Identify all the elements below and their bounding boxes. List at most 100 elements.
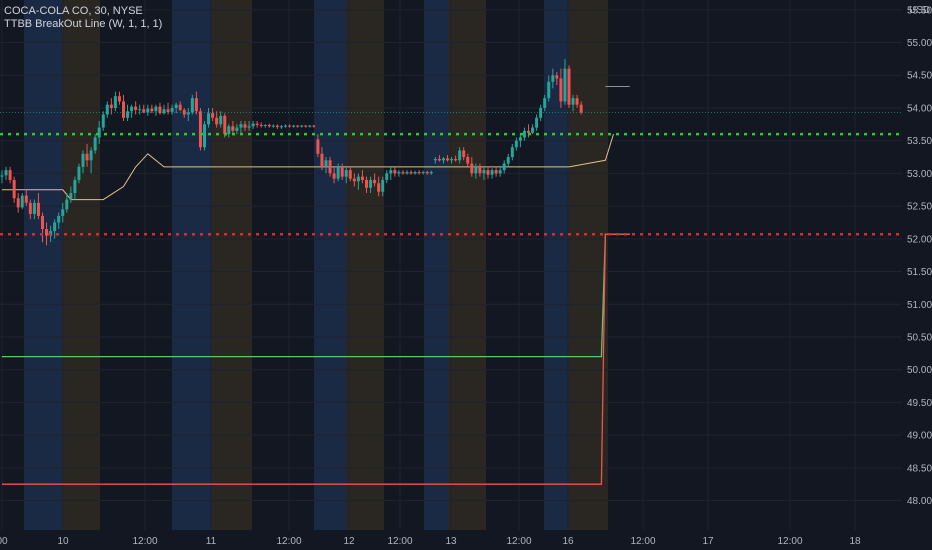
candle-body (109, 104, 113, 108)
candle-body (41, 215, 44, 230)
time-axis: 00 10 12:00 11 12:00 12 12:00 13 12:00 16 12:00 17 1… (0, 530, 932, 550)
candle-body (85, 153, 89, 161)
indicator-title: TTBB BreakOut Line (W, 1, 1, 1) (4, 18, 163, 30)
session-bands (24, 0, 608, 530)
candle-body (77, 166, 81, 180)
candle-body (134, 106, 138, 110)
candle-body (559, 78, 563, 102)
candle-body (186, 112, 190, 115)
candle-body (506, 157, 510, 164)
price-tick-label: 53.00 (907, 169, 932, 180)
candle-body (344, 170, 348, 177)
price-tick-label: 49.00 (907, 431, 932, 442)
candle-body (284, 125, 287, 127)
candle-body (32, 202, 36, 214)
candle-body (247, 126, 251, 128)
candle-body (101, 114, 105, 128)
candle-body (320, 153, 324, 167)
candle-body (502, 163, 506, 171)
candle-body (8, 170, 12, 180)
candle-body (267, 124, 271, 127)
candle-body (170, 107, 174, 112)
price-tick-label: 48.00 (907, 496, 932, 507)
candle-body (45, 229, 49, 236)
candle-body (271, 125, 275, 127)
candle-body (158, 106, 162, 114)
candle-body (413, 172, 417, 174)
session-band (172, 0, 212, 530)
candle-body (462, 150, 466, 158)
time-tick-label: 16 (562, 536, 574, 547)
candle-body (332, 173, 336, 179)
candle-body (259, 124, 263, 126)
candle-body (478, 166, 482, 174)
candle-body (328, 160, 332, 174)
candle-body (194, 98, 198, 112)
candle-body (219, 115, 223, 125)
candle-body (166, 109, 170, 112)
candle-body (227, 126, 231, 135)
candle-body (130, 106, 134, 112)
candle-body (182, 109, 186, 115)
time-tick-label: 17 (702, 536, 714, 547)
candle-body (450, 159, 454, 161)
candle-body (28, 202, 32, 214)
candle-body (20, 195, 24, 208)
candle-body (417, 172, 421, 174)
candle-body (243, 124, 247, 128)
candle-body (486, 170, 490, 175)
candle-body (89, 150, 93, 161)
candle-body (263, 124, 267, 126)
candle-body (365, 179, 368, 188)
candle-body (551, 75, 555, 82)
price-tick-label: 55.50 (907, 5, 932, 16)
candle-body (466, 157, 470, 164)
price-tick-label: 50.00 (907, 365, 932, 376)
time-tick-label: 12 (343, 536, 355, 547)
time-axis-bg (0, 530, 932, 550)
candle-body (381, 179, 385, 192)
candle-body (223, 115, 227, 135)
candle-body (215, 117, 219, 125)
candle-body (510, 147, 514, 158)
candle-body (0, 175, 4, 177)
candle-body (494, 170, 498, 174)
candle-body (425, 172, 429, 174)
candle-body (405, 172, 409, 174)
midline-series (2, 133, 614, 201)
candle-body (498, 170, 502, 174)
candle-body (389, 170, 393, 174)
candle-body (575, 98, 579, 105)
price-tick-label: 48.50 (907, 463, 932, 474)
candle-body (369, 179, 373, 188)
candle-body (126, 111, 130, 118)
candle-body (543, 98, 547, 108)
time-tick-label: 12:00 (276, 536, 301, 547)
candle-body (255, 123, 259, 125)
candle-body (531, 127, 535, 133)
candle-body (4, 170, 8, 176)
time-tick-label: 12:00 (777, 536, 802, 547)
price-tick-label: 49.50 (907, 398, 932, 409)
candle-body (441, 158, 445, 161)
time-tick-label: 12:00 (132, 536, 157, 547)
candle-body (377, 183, 381, 192)
candle-body (279, 126, 283, 128)
price-tick-label: 54.50 (907, 71, 932, 82)
candle-body (446, 158, 449, 161)
candle-body (316, 139, 320, 154)
candle-body (348, 170, 352, 179)
candle-body (36, 202, 40, 216)
candle-body (178, 104, 182, 110)
candle-body (385, 173, 389, 180)
candle-body (304, 125, 308, 127)
candle-body (53, 222, 57, 231)
candle-body (275, 125, 279, 127)
candle-body (458, 150, 462, 161)
candle-body (69, 193, 73, 200)
price-axis-bg (902, 0, 932, 550)
session-band (346, 0, 384, 530)
candle-body (373, 179, 377, 184)
candle-body (97, 127, 101, 138)
